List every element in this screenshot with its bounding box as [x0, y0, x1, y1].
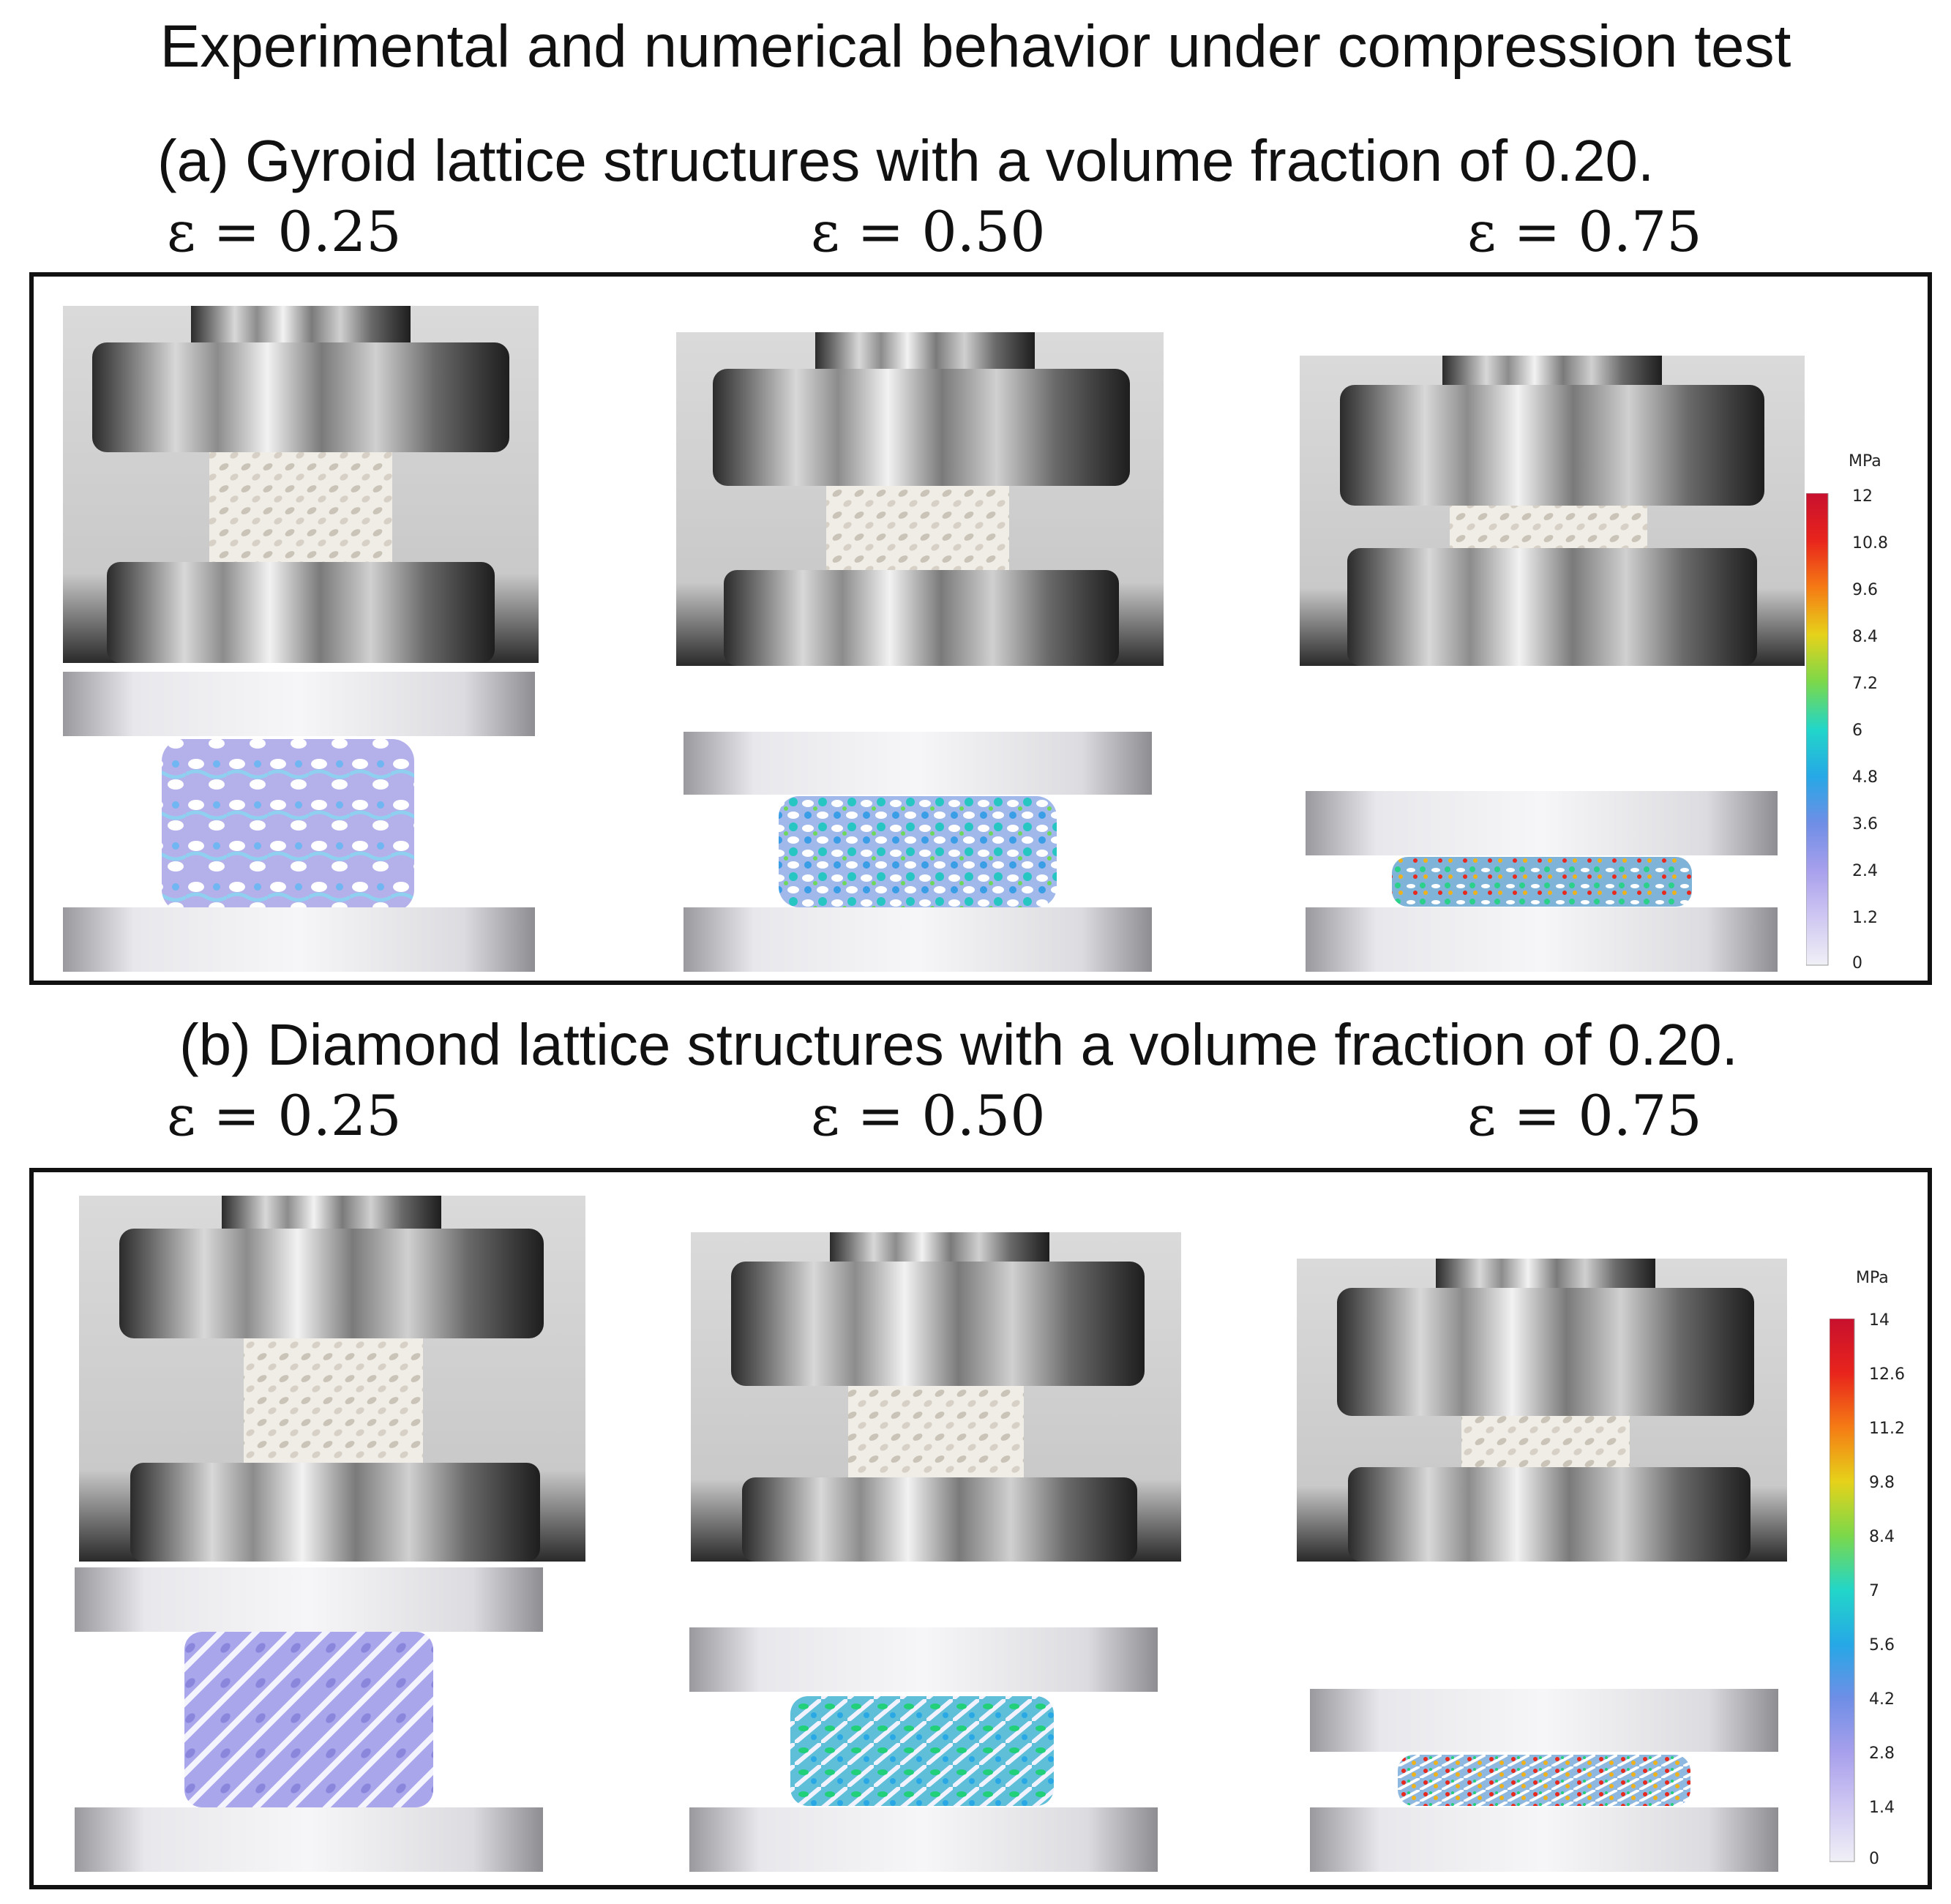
colorbar-b	[1830, 1319, 1855, 1862]
colorbar-a-tick: 2.4	[1852, 862, 1878, 880]
section-a-strain-1: ε = 0.25	[167, 199, 402, 264]
colorbar-b-tick: 14	[1869, 1311, 1890, 1330]
colorbar-b-tick: 2.8	[1869, 1744, 1895, 1763]
section-b-panel: MPa 14 12.6 11.2 9.8 8.4 7 5.6 4.2 2.8 1…	[29, 1168, 1932, 1889]
diamond-photo-1	[79, 1196, 585, 1562]
gyroid-photo-1	[63, 306, 539, 663]
colorbar-a-tick: 4.8	[1852, 768, 1878, 787]
colorbar-b-tick: 11.2	[1869, 1420, 1905, 1438]
colorbar-a-tick: 12	[1852, 487, 1873, 506]
colorbar-b-tick: 0	[1869, 1850, 1879, 1868]
colorbar-a-tick: 10.8	[1852, 534, 1888, 552]
colorbar-b-ticks: 14 12.6 11.2 9.8 8.4 7 5.6 4.2 2.8 1.4 0	[1869, 1311, 1950, 1868]
colorbar-b-tick: 7	[1869, 1582, 1879, 1600]
colorbar-b-tick: 12.6	[1869, 1365, 1905, 1384]
diamond-photo-2	[691, 1232, 1181, 1562]
section-b-heading: (b) Diamond lattice structures with a vo…	[179, 1012, 1738, 1077]
section-a-strain-2: ε = 0.50	[811, 199, 1046, 264]
gyroid-sim-3	[1306, 791, 1778, 972]
colorbar-a-tick: 6	[1852, 722, 1862, 740]
section-b-strain-1: ε = 0.25	[167, 1083, 402, 1148]
diamond-sim-3	[1310, 1689, 1778, 1872]
diamond-sim-2	[689, 1627, 1158, 1872]
diamond-sim-1	[75, 1567, 543, 1872]
compression-platen-icon	[107, 562, 495, 663]
colorbar-a-unit: MPa	[1849, 452, 1881, 471]
gyroid-photo-2	[676, 332, 1164, 666]
colorbar-b-tick: 5.6	[1869, 1636, 1895, 1654]
colorbar-a-tick: 7.2	[1852, 675, 1878, 693]
colorbar-b-tick: 8.4	[1869, 1528, 1895, 1546]
colorbar-b-tick: 9.8	[1869, 1474, 1895, 1492]
section-b-strain-3: ε = 0.75	[1467, 1083, 1702, 1148]
colorbar-a-tick: 8.4	[1852, 628, 1878, 646]
colorbar-a-ticks: 12 10.8 9.6 8.4 7.2 6 4.8 3.6 2.4 1.2 0	[1852, 487, 1933, 972]
section-a-heading: (a) Gyroid lattice structures with a vol…	[157, 128, 1655, 193]
colorbar-b-tick: 4.2	[1869, 1690, 1895, 1709]
section-b-strain-2: ε = 0.50	[811, 1083, 1046, 1148]
gyroid-sim-1	[63, 672, 535, 972]
colorbar-a	[1806, 493, 1829, 966]
colorbar-b-unit: MPa	[1856, 1269, 1889, 1287]
colorbar-a-tick: 3.6	[1852, 815, 1878, 833]
colorbar-a-tick: 0	[1852, 954, 1862, 972]
gyroid-sim-2	[684, 732, 1152, 972]
section-a-strain-3: ε = 0.75	[1467, 199, 1702, 264]
section-a-panel: MPa 12 10.8 9.6 8.4 7.2 6 4.8 3.6 2.4 1.…	[29, 272, 1932, 985]
colorbar-a-tick: 9.6	[1852, 581, 1878, 599]
gyroid-photo-3	[1300, 356, 1805, 666]
colorbar-b-tick: 1.4	[1869, 1799, 1895, 1817]
colorbar-a-tick: 1.2	[1852, 909, 1878, 927]
figure-title: Experimental and numerical behavior unde…	[160, 13, 1791, 80]
diamond-photo-3	[1297, 1259, 1787, 1562]
lattice-specimen-icon	[209, 452, 392, 562]
